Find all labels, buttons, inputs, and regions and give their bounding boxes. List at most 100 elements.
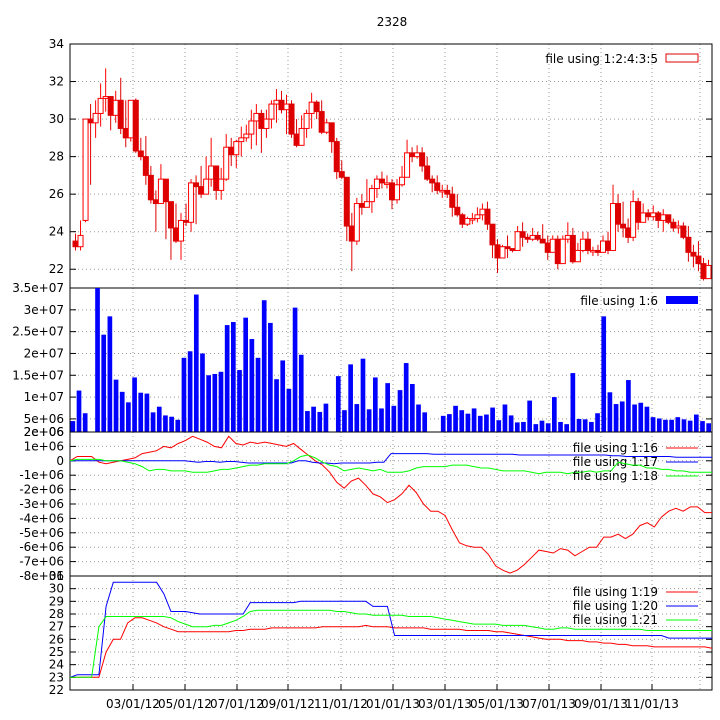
x-tick-label: 01/01/13	[366, 697, 420, 711]
volume-bar	[626, 380, 631, 432]
candle-body	[469, 218, 476, 221]
volume-bar	[576, 418, 582, 432]
y-tick-label: -1e+06	[19, 468, 64, 482]
candle-body	[589, 249, 596, 253]
y-tick-label: 26	[49, 632, 64, 646]
candle-body	[288, 103, 295, 135]
candle-body	[117, 99, 124, 129]
candle-body	[414, 152, 421, 158]
y-tick-label: 1.5e+07	[12, 368, 64, 382]
candle-body	[700, 263, 707, 280]
candle-body	[87, 118, 94, 124]
volume-bar	[360, 358, 366, 432]
candle-body	[665, 214, 672, 223]
candle-body	[127, 99, 134, 139]
volume-bar	[619, 401, 625, 432]
volume-bar	[471, 408, 477, 432]
candle-body	[529, 234, 536, 240]
y-tick-label: 32	[49, 75, 64, 89]
candle-body	[670, 221, 677, 229]
candle-body	[172, 227, 179, 242]
volume-bar	[372, 377, 378, 432]
volume-bar	[656, 418, 662, 432]
candle-body	[162, 178, 169, 203]
candle-body	[243, 133, 250, 139]
candle-body	[107, 96, 114, 116]
volume-bar	[348, 364, 353, 432]
candle-body	[353, 203, 360, 242]
y-tick-label: -2e+06	[19, 483, 64, 497]
y-tick-label: -7e+06	[19, 555, 64, 569]
volume-bar	[255, 357, 261, 432]
volume-bar	[391, 405, 397, 432]
volume-bar	[274, 379, 279, 432]
volume-bar	[650, 417, 656, 432]
x-tick-label: 09/01/12	[261, 697, 315, 711]
candle-body	[248, 120, 255, 135]
candle-body	[484, 208, 491, 225]
x-tick-label: 09/01/13	[574, 697, 628, 711]
candle-body	[323, 122, 330, 133]
volume-bar	[237, 370, 242, 432]
candle-body	[318, 111, 325, 133]
candle-body	[534, 234, 541, 240]
candle-body	[373, 178, 380, 190]
y-tick-label: 2.5e+07	[12, 325, 64, 339]
candle-body	[615, 203, 622, 225]
legend-label: file using 1:21	[573, 613, 658, 627]
candle-body	[358, 203, 365, 208]
candle-body	[449, 193, 456, 208]
candle-body	[178, 219, 185, 242]
volume-bar	[126, 402, 131, 432]
volume-bar	[366, 409, 372, 432]
candle-body	[268, 103, 275, 120]
candle-body	[584, 238, 591, 251]
candle-body	[474, 214, 481, 220]
volume-bar	[261, 300, 267, 432]
series-line	[70, 609, 712, 678]
candle-body	[579, 238, 586, 251]
candle-body	[92, 112, 99, 124]
volume-bar	[175, 419, 181, 432]
series-line	[70, 453, 712, 465]
candle-body	[574, 249, 581, 263]
legend-swatch	[666, 296, 698, 304]
y-tick-label: 0	[56, 454, 64, 468]
candle-body	[419, 152, 426, 167]
candle-body	[102, 96, 109, 99]
candle-body	[459, 214, 466, 225]
candle-body	[258, 112, 265, 129]
candle-body	[650, 212, 657, 218]
candle-body	[645, 212, 652, 218]
volume-bar	[539, 420, 545, 432]
candle-body	[188, 182, 195, 223]
candle-body	[434, 182, 441, 191]
volume-bar	[663, 419, 668, 432]
panel-indicator1: -8e+06-7e+06-6e+06-5e+06-4e+06-3e+06-2e+…	[19, 425, 713, 583]
series-line	[69, 454, 712, 475]
y-tick-label: 24	[49, 658, 64, 672]
volume-bar	[286, 388, 292, 432]
volume-bar	[317, 411, 323, 432]
volume-bar	[447, 414, 452, 432]
candle-body	[404, 152, 411, 178]
candle-body	[343, 176, 350, 227]
volume-bar	[181, 357, 187, 432]
y-tick-label: 30	[49, 582, 64, 596]
candle-body	[439, 189, 446, 193]
chart-panels: 22 24 26 28 30 32 34 file using 1:2:4:3:5 2e+065…	[12, 37, 713, 697]
volume-bar	[403, 363, 409, 432]
volume-bar	[613, 404, 619, 432]
volume-bar	[70, 421, 76, 432]
candle-body	[338, 171, 345, 178]
candle-body	[348, 225, 355, 242]
panel-frame	[69, 575, 713, 691]
y-tick-label: 22	[49, 262, 64, 276]
series-line	[69, 581, 712, 678]
candle-body	[635, 201, 642, 223]
y-tick-label: 1e+06	[24, 439, 64, 453]
